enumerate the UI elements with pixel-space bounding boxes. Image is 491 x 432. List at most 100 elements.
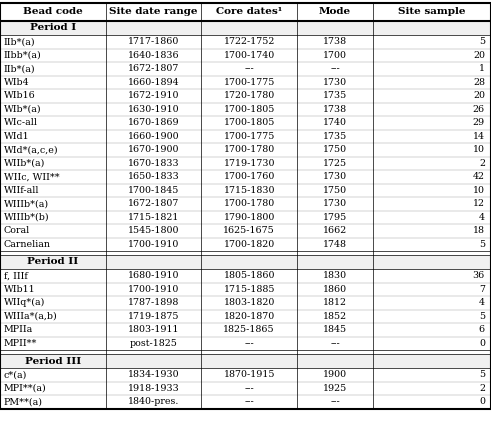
Bar: [0, 35, 491, 48]
Text: 1725: 1725: [323, 159, 347, 168]
Bar: [0, 62, 491, 76]
Text: 1750: 1750: [323, 186, 347, 195]
Text: ---: ---: [245, 339, 254, 348]
Text: 1700-1780: 1700-1780: [223, 199, 275, 208]
Text: 1805-1860: 1805-1860: [223, 271, 275, 280]
Text: post-1825: post-1825: [130, 339, 177, 348]
Bar: [0, 269, 491, 283]
Text: Period III: Period III: [25, 356, 81, 365]
Text: Period I: Period I: [29, 23, 76, 32]
Text: 1738: 1738: [323, 37, 347, 46]
Text: IIbb*(a): IIbb*(a): [4, 51, 42, 60]
Text: WIb4: WIb4: [4, 78, 29, 87]
Text: 1660-1894: 1660-1894: [128, 78, 179, 87]
Text: 1870-1915: 1870-1915: [223, 370, 275, 379]
Text: 1672-1807: 1672-1807: [128, 199, 179, 208]
Text: PM**(a): PM**(a): [4, 397, 43, 406]
Text: 1700-1910: 1700-1910: [128, 240, 179, 249]
Text: WIIq*(a): WIIq*(a): [4, 298, 45, 307]
Text: 1840-pres.: 1840-pres.: [128, 397, 179, 406]
Text: 1720-1780: 1720-1780: [223, 91, 275, 100]
Bar: [0, 156, 491, 170]
Text: 1820-1870: 1820-1870: [223, 312, 275, 321]
Text: ---: ---: [245, 384, 254, 393]
Bar: [0, 76, 491, 89]
Text: 26: 26: [473, 105, 485, 114]
Text: 1670-1900: 1670-1900: [128, 145, 179, 154]
Text: 1700-1910: 1700-1910: [128, 285, 179, 294]
Bar: [0, 197, 491, 210]
Bar: [0, 350, 491, 354]
Text: 1670-1833: 1670-1833: [128, 159, 179, 168]
Bar: [0, 255, 106, 269]
Text: 1680-1910: 1680-1910: [128, 271, 179, 280]
Text: 1750: 1750: [323, 145, 347, 154]
Text: 7: 7: [479, 285, 485, 294]
Bar: [0, 238, 491, 251]
Bar: [201, 21, 297, 35]
Text: 1715-1885: 1715-1885: [223, 285, 275, 294]
Bar: [0, 283, 491, 296]
Text: 1918-1933: 1918-1933: [128, 384, 179, 393]
Text: ---: ---: [330, 397, 340, 406]
Bar: [0, 170, 491, 184]
Text: IIb*(a): IIb*(a): [4, 64, 36, 73]
Text: 1738: 1738: [323, 105, 347, 114]
Text: 1719-1875: 1719-1875: [128, 312, 179, 321]
Text: IIb*(a): IIb*(a): [4, 37, 36, 46]
Bar: [373, 21, 491, 35]
Text: 1662: 1662: [323, 226, 347, 235]
Bar: [0, 210, 491, 224]
Text: 1: 1: [479, 64, 485, 73]
Text: 1860: 1860: [323, 285, 347, 294]
Bar: [0, 381, 491, 395]
Bar: [0, 143, 491, 156]
Text: 1735: 1735: [323, 132, 347, 141]
Bar: [0, 323, 491, 337]
Text: MPI**(a): MPI**(a): [4, 384, 47, 393]
Text: ---: ---: [245, 64, 254, 73]
Text: Period II: Period II: [27, 257, 79, 267]
Text: 1700-1805: 1700-1805: [223, 118, 275, 127]
Text: 1700-1820: 1700-1820: [223, 240, 275, 249]
Text: Carnelian: Carnelian: [4, 240, 51, 249]
Bar: [0, 296, 491, 309]
Text: 1700-1760: 1700-1760: [223, 172, 275, 181]
Text: Site date range: Site date range: [109, 7, 198, 16]
Text: 1719-1730: 1719-1730: [223, 159, 275, 168]
Text: 1650-1833: 1650-1833: [128, 172, 179, 181]
Bar: [201, 255, 297, 269]
Bar: [106, 354, 201, 368]
Text: 4: 4: [479, 298, 485, 307]
Text: 28: 28: [473, 78, 485, 87]
Text: 14: 14: [473, 132, 485, 141]
Text: MPII**: MPII**: [4, 339, 37, 348]
Text: 1672-1910: 1672-1910: [128, 91, 179, 100]
Text: WIb16: WIb16: [4, 91, 36, 100]
Text: 1625-1675: 1625-1675: [223, 226, 275, 235]
Bar: [0, 102, 491, 116]
Text: 1700-1775: 1700-1775: [223, 132, 275, 141]
Bar: [106, 255, 201, 269]
Text: 1900: 1900: [323, 370, 347, 379]
Text: 1700: 1700: [323, 51, 347, 60]
Text: 1715-1821: 1715-1821: [128, 213, 179, 222]
Text: 1740: 1740: [323, 118, 347, 127]
Text: 1830: 1830: [323, 271, 347, 280]
Text: 29: 29: [473, 118, 485, 127]
Text: 5: 5: [479, 312, 485, 321]
Text: Coral: Coral: [4, 226, 30, 235]
Text: 1730: 1730: [323, 199, 347, 208]
Text: c*(a): c*(a): [4, 370, 27, 379]
Text: 1717-1860: 1717-1860: [128, 37, 179, 46]
Text: 1630-1910: 1630-1910: [128, 105, 179, 114]
Text: MPIIa: MPIIa: [4, 325, 33, 334]
Text: 1660-1900: 1660-1900: [128, 132, 179, 141]
Bar: [373, 255, 491, 269]
Text: ---: ---: [245, 397, 254, 406]
Text: Core dates¹: Core dates¹: [216, 7, 282, 16]
Text: 4: 4: [479, 213, 485, 222]
Bar: [297, 21, 373, 35]
Text: 42: 42: [473, 172, 485, 181]
Text: 1803-1911: 1803-1911: [128, 325, 179, 334]
